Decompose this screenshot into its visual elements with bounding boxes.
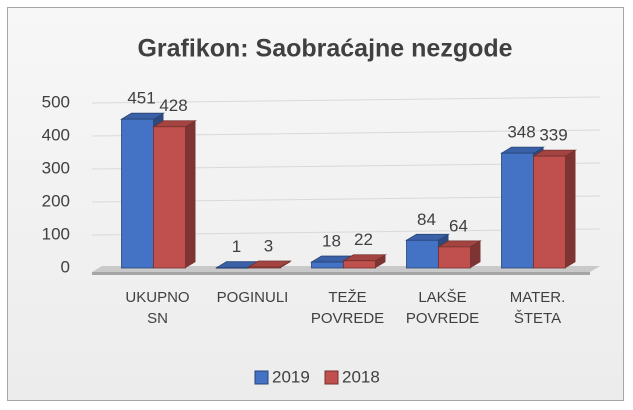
legend-swatch: [324, 370, 339, 385]
y-tick-label: 100: [42, 224, 70, 243]
value-label: 1: [232, 237, 241, 256]
bar: [152, 120, 197, 269]
bar: [437, 240, 482, 269]
value-label: 18: [322, 232, 341, 251]
bar-front: [121, 118, 154, 269]
legend-label: 2018: [342, 367, 380, 386]
bar-front: [343, 260, 376, 269]
value-label: 339: [539, 126, 567, 145]
value-label: 22: [354, 230, 373, 249]
x-tick-label: MATER. ŠTETA: [509, 289, 566, 327]
x-tick-label: UKUPNO SN: [125, 289, 190, 327]
y-tick-label: 200: [42, 191, 70, 210]
chart-title: Grafikon: Saobraćajne nezgode: [137, 35, 512, 63]
x-tick-label: TEŽE POVREDE: [310, 289, 385, 327]
y-tick-label: 500: [42, 92, 70, 111]
value-label: 3: [264, 236, 273, 255]
value-label: 348: [507, 123, 535, 142]
bar-front: [501, 152, 534, 269]
bar-side: [375, 254, 386, 268]
bar-side: [565, 150, 576, 268]
y-tick-label: 0: [61, 257, 70, 276]
value-label: 451: [127, 89, 155, 108]
bar-side: [470, 240, 481, 268]
y-tick-label: 300: [42, 158, 70, 177]
grid-line: [91, 96, 601, 104]
bar-side: [185, 120, 196, 268]
x-tick-label: POGINULI: [216, 289, 289, 306]
bar-front: [406, 239, 439, 269]
bar-front: [533, 155, 566, 269]
value-label: 428: [159, 96, 187, 115]
bar-front: [311, 261, 344, 269]
legend-swatch: [254, 370, 269, 385]
value-label: 64: [449, 216, 468, 235]
bar-front: [153, 126, 186, 269]
value-label: 84: [417, 210, 436, 229]
x-tick-label: LAKŠE POVREDE: [405, 289, 480, 327]
y-tick-label: 400: [42, 125, 70, 144]
bar: [247, 260, 292, 269]
bar: [342, 254, 387, 269]
bar-front: [248, 266, 281, 269]
floor-edge: [92, 272, 590, 275]
bar-front: [438, 246, 471, 269]
legend-label: 2019: [272, 367, 310, 386]
bar: [532, 149, 577, 269]
bar-front: [216, 267, 249, 269]
